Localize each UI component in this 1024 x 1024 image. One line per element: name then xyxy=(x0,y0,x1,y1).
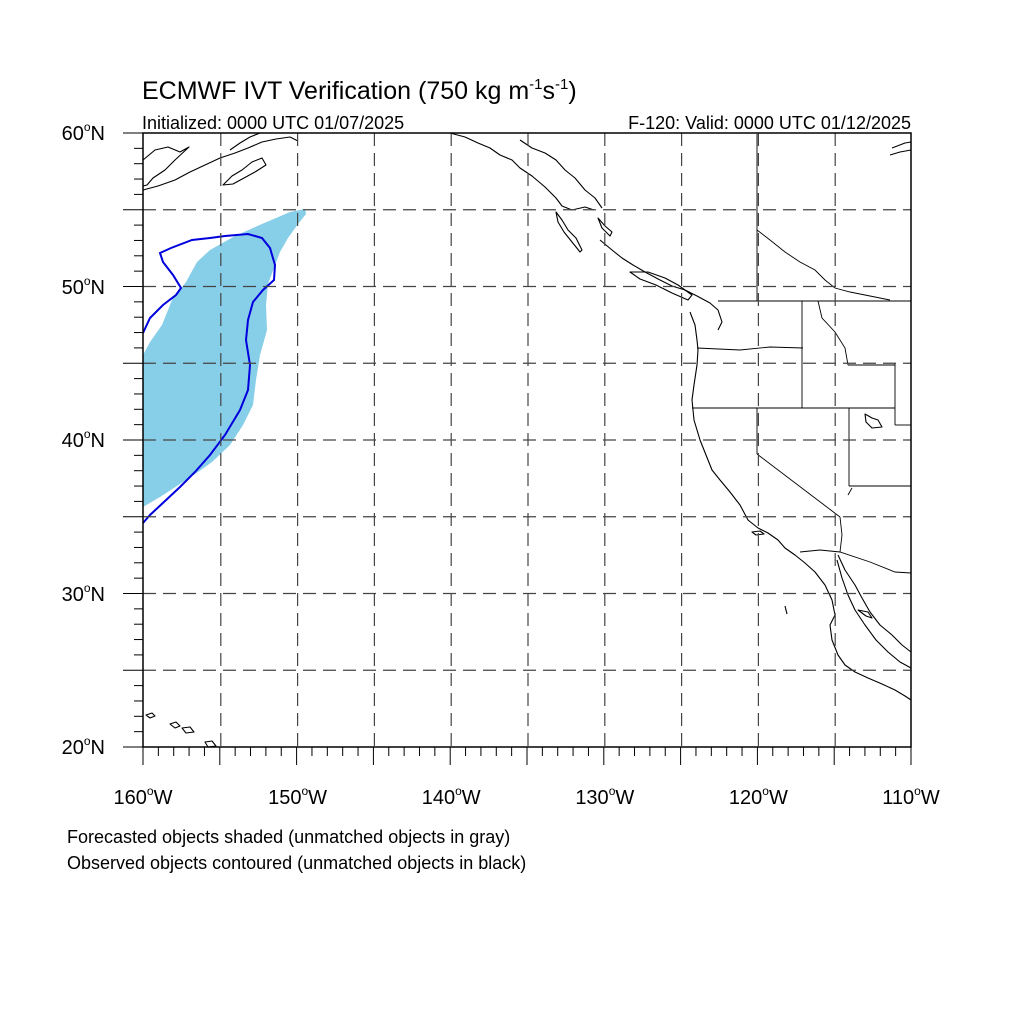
lat-label-20n: 20oN xyxy=(62,734,105,759)
lat-label-60n: 60oN xyxy=(62,120,105,145)
lon-label-110w: 110oW xyxy=(882,784,940,809)
lon-label-120w: 120oW xyxy=(729,784,788,809)
valid-time-label: F-120: Valid: 0000 UTC 01/12/2025 xyxy=(628,113,911,133)
coastlines xyxy=(142,132,912,748)
observed-legend-note: Observed objects contoured (unmatched ob… xyxy=(67,853,526,873)
map-frame xyxy=(142,132,912,748)
map-title: ECMWF IVT Verification (750 kg m-1s-1) xyxy=(142,76,577,105)
graticule xyxy=(143,133,911,747)
lat-label-40n: 40oN xyxy=(62,427,105,452)
lat-label-30n: 30oN xyxy=(62,581,105,606)
forecast-object-shaded xyxy=(143,209,306,507)
lat-label-50n: 50oN xyxy=(62,274,105,299)
init-time-label: Initialized: 0000 UTC 01/07/2025 xyxy=(142,113,404,133)
lon-label-140w: 140oW xyxy=(422,784,481,809)
lon-label-150w: 150oW xyxy=(268,784,327,809)
latitude-labels: 60oN 50oN 40oN 30oN 20oN xyxy=(62,120,105,759)
lon-label-160w: 160oW xyxy=(114,784,173,809)
longitude-labels: 160oW 150oW 140oW 130oW 120oW 110oW xyxy=(114,784,940,809)
forecast-legend-note: Forecasted objects shaded (unmatched obj… xyxy=(67,827,510,847)
political-borders xyxy=(692,134,912,574)
observed-object-contour xyxy=(142,232,277,524)
lon-label-130w: 130oW xyxy=(575,784,634,809)
axis-ticks xyxy=(123,132,912,765)
